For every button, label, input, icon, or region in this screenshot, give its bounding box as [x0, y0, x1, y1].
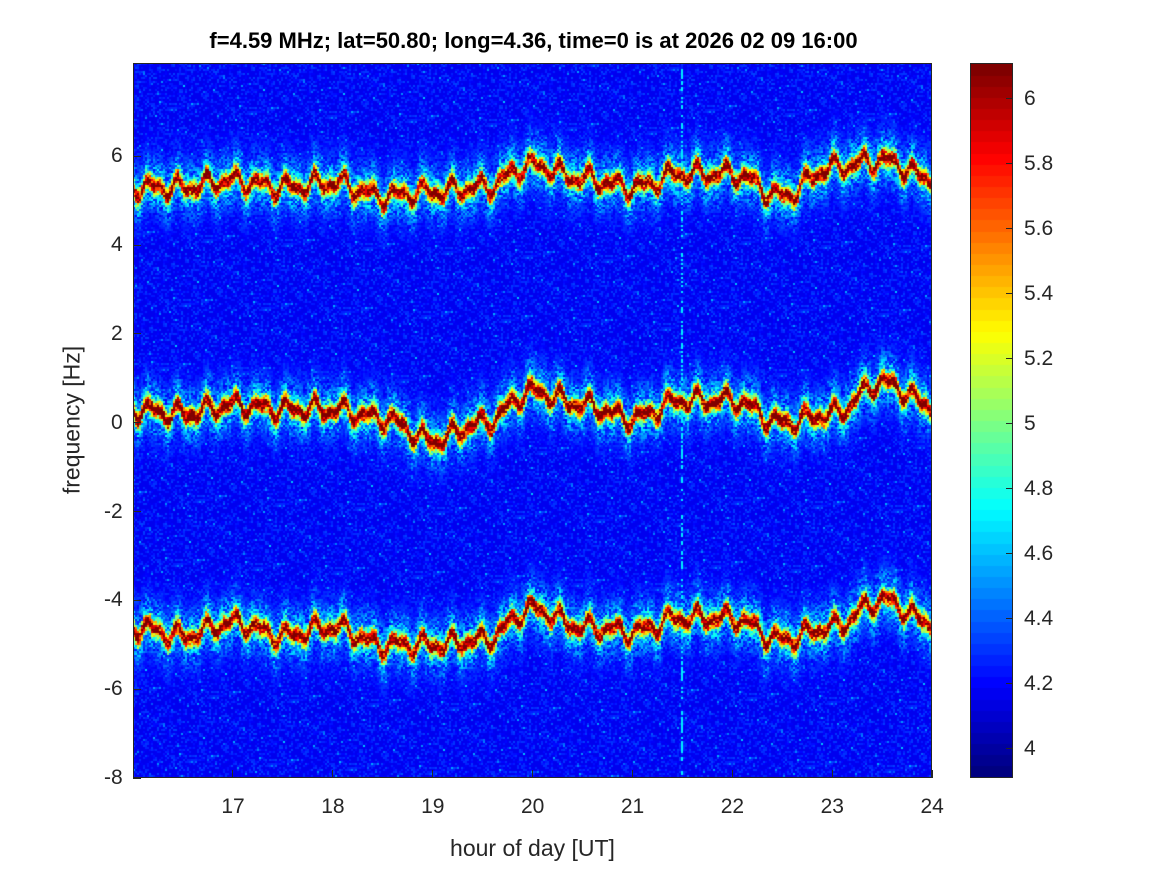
y-tick-label: -4 [104, 588, 123, 612]
colorbar-tick-mark [1006, 98, 1012, 100]
colorbar-tick-mark [1006, 228, 1012, 230]
y-tick-mark [133, 511, 141, 513]
x-tick-mark [432, 770, 434, 778]
x-tick-mark [232, 770, 234, 778]
x-axis-label: hour of day [UT] [450, 835, 615, 861]
colorbar-tick-mark [1006, 358, 1012, 360]
colorbar-tick-label: 4.8 [1024, 476, 1054, 500]
colorbar-tick-mark [1006, 488, 1012, 490]
y-tick-mark [133, 688, 141, 690]
y-tick-label: 4 [111, 233, 123, 257]
x-tick-mark [831, 770, 833, 778]
x-tick-mark [731, 770, 733, 778]
colorbar-gradient [971, 64, 1012, 777]
colorbar-tick-label: 5.4 [1024, 281, 1054, 305]
y-tick-label: 6 [111, 144, 123, 168]
y-tick-mark [133, 333, 141, 335]
colorbar-tick-mark [1006, 163, 1012, 165]
x-tick-mark [332, 770, 334, 778]
spectrogram-plot-area [133, 63, 932, 778]
y-tick-label: -8 [104, 766, 123, 789]
y-tick-label: -6 [104, 677, 123, 701]
y-tick-label: -2 [104, 499, 123, 523]
y-tick-mark [133, 244, 141, 246]
colorbar-tick-label: 5.2 [1024, 346, 1054, 370]
x-tick-label: 24 [920, 795, 944, 818]
colorbar-tick-mark [1006, 748, 1012, 750]
y-axis-label: frequency [Hz] [58, 345, 85, 495]
x-tick-mark [931, 770, 933, 778]
colorbar-tick-label: 4.2 [1024, 671, 1054, 695]
y-tick-mark [133, 155, 141, 157]
x-tick-label: 19 [421, 795, 445, 818]
y-tick-mark [133, 777, 141, 779]
colorbar-tick-label: 4.6 [1024, 541, 1054, 565]
colorbar-tick-mark [1006, 423, 1012, 425]
x-tick-label: 22 [720, 795, 745, 818]
colorbar-tick-label: 4 [1024, 736, 1036, 760]
colorbar-tick-label: 6 [1024, 86, 1036, 110]
y-tick-label: 2 [111, 321, 123, 345]
x-tick-label: 17 [221, 795, 245, 818]
y-tick-label: 0 [111, 410, 123, 434]
colorbar [970, 63, 1013, 778]
colorbar-tick-mark [1006, 618, 1012, 620]
y-tick-mark [133, 599, 141, 601]
colorbar-tick-mark [1006, 553, 1012, 555]
x-tick-label: 20 [521, 795, 545, 818]
x-tick-label: 21 [620, 795, 645, 818]
x-tick-mark [532, 770, 533, 778]
colorbar-tick-mark [1006, 683, 1012, 685]
colorbar-tick-label: 5 [1024, 411, 1036, 435]
colorbar-tick-label: 5.8 [1024, 151, 1054, 175]
x-tick-mark [631, 770, 633, 778]
colorbar-tick-mark [1006, 293, 1012, 295]
colorbar-tick-label: 5.6 [1024, 216, 1054, 240]
colorbar-tick-label: 4.4 [1024, 606, 1054, 630]
chart-title: f=4.59 MHz; lat=50.80; long=4.36, time=0… [209, 28, 858, 53]
y-tick-mark [133, 422, 141, 424]
x-tick-label: 23 [820, 795, 844, 818]
x-tick-label: 18 [321, 795, 345, 818]
spectrogram-heatmap [133, 63, 932, 778]
